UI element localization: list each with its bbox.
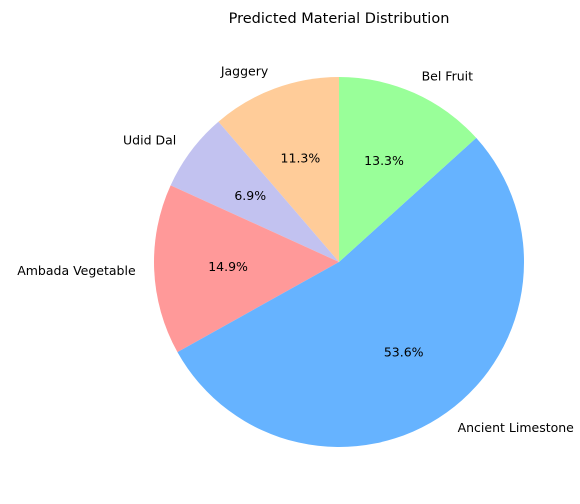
- pie-pct-label-bel-fruit: 13.3%: [364, 153, 404, 168]
- pie-pct-label-ambada-vegetable: 14.9%: [208, 259, 248, 274]
- pie-slice-udid-dal: [170, 121, 339, 262]
- pie-labels: 11.3% Jaggery 6.9% Udid Dal 14.9% Ambada Vege…: [17, 64, 574, 435]
- pie-slice-bel-fruit: [339, 77, 477, 262]
- chart-title: Predicted Material Distribution: [229, 11, 450, 27]
- pie-slices: [154, 77, 525, 448]
- pie-category-label-ancient-limestone: Ancient Limestone: [458, 420, 575, 435]
- pie-category-label-ambada-vegetable: Ambada Vegetable: [17, 263, 136, 278]
- pie-category-label-bel-fruit: Bel Fruit: [422, 69, 474, 84]
- pie-slice-ambada-vegetable: [154, 185, 339, 353]
- pie-slice-ancient-limestone: [177, 137, 525, 448]
- pie-category-label-udid-dal: Udid Dal: [123, 132, 176, 147]
- pie-pct-label-ancient-limestone: 53.6%: [384, 345, 424, 360]
- pie-pct-label-jaggery: 11.3%: [281, 150, 321, 165]
- pie-slice-jaggery: [218, 77, 339, 262]
- pie-pct-label-udid-dal: 6.9%: [234, 188, 266, 203]
- pie-category-label-jaggery: Jaggery: [220, 64, 269, 79]
